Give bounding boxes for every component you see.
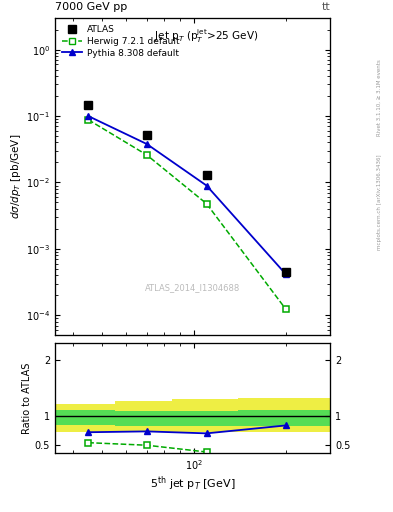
Bar: [173, 411, 239, 426]
Bar: [115, 411, 173, 426]
X-axis label: 5$^{\rm th}$ jet p$_T$ [GeV]: 5$^{\rm th}$ jet p$_T$ [GeV]: [150, 475, 235, 493]
Text: mcplots.cern.ch [arXiv:1306.3436]: mcplots.cern.ch [arXiv:1306.3436]: [377, 154, 382, 250]
Y-axis label: $d\sigma/dp_T$ [pb/GeV]: $d\sigma/dp_T$ [pb/GeV]: [9, 134, 23, 219]
Legend: ATLAS, Herwig 7.2.1 default, Pythia 8.308 default: ATLAS, Herwig 7.2.1 default, Pythia 8.30…: [59, 23, 182, 60]
Bar: [239, 398, 330, 432]
Bar: [239, 410, 330, 426]
Text: 7000 GeV pp: 7000 GeV pp: [55, 3, 127, 12]
Bar: [173, 399, 239, 432]
Text: tt: tt: [321, 3, 330, 12]
Y-axis label: Ratio to ATLAS: Ratio to ATLAS: [22, 362, 32, 434]
Bar: [55, 410, 115, 425]
Bar: [55, 404, 115, 432]
Text: Rivet 3.1.10, ≥ 3.1M events: Rivet 3.1.10, ≥ 3.1M events: [377, 59, 382, 136]
Text: Jet p$_T$ (p$_T^{\rm jet}$>25 GeV): Jet p$_T$ (p$_T^{\rm jet}$>25 GeV): [154, 28, 259, 46]
Text: ATLAS_2014_I1304688: ATLAS_2014_I1304688: [145, 283, 240, 292]
Bar: [115, 400, 173, 432]
